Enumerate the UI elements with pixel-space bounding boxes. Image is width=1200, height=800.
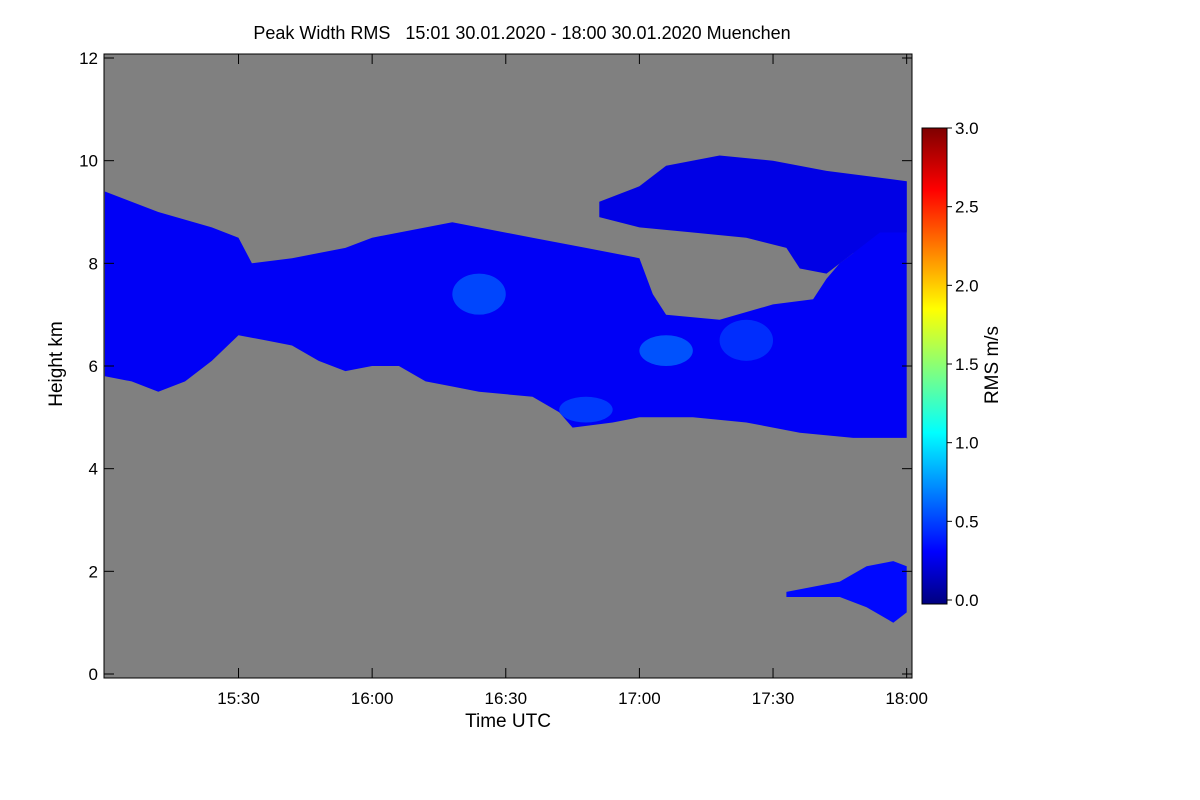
y-tick-label: 8 — [89, 254, 98, 273]
x-tick-label: 16:00 — [351, 689, 394, 708]
y-tick-label: 2 — [89, 562, 98, 581]
x-tick-label: 17:30 — [752, 689, 795, 708]
colorbar-label: RMS m/s — [982, 326, 1003, 404]
x-tick-label: 16:30 — [484, 689, 527, 708]
y-tick-label: 4 — [89, 460, 98, 479]
colorbar-tick-label: 3.0 — [955, 119, 979, 138]
y-axis: 0 2 4 6 8 10 12 — [79, 49, 912, 684]
y-axis-label: Height km — [46, 321, 67, 407]
main-cloud-layer — [104, 181, 907, 438]
y-tick-label: 6 — [89, 357, 98, 376]
colorbar-tick-label: 0.0 — [955, 591, 979, 610]
colorbar — [921, 127, 948, 605]
boundary-layer-echo — [786, 561, 907, 623]
x-tick-label: 17:00 — [618, 689, 661, 708]
colorbar-tick-label: 1.0 — [955, 434, 979, 453]
enhanced-patch-4 — [719, 319, 774, 361]
upper-cloud-layer — [599, 155, 907, 274]
enhanced-patch-3 — [559, 396, 613, 423]
y-tick-label: 10 — [79, 152, 98, 171]
x-tick-label: 15:30 — [217, 689, 260, 708]
y-tick-label: 12 — [79, 49, 98, 68]
colorbar-axis: 0.0 0.5 1.0 1.5 2.0 2.5 3.0 — [947, 119, 979, 610]
data-layer — [104, 155, 907, 623]
enhanced-patch-2 — [639, 335, 693, 366]
chart-title: Peak Width RMS 15:01 30.01.2020 - 18:00 … — [253, 23, 790, 43]
x-axis: 15:30 16:00 16:30 17:00 17:30 18:00 — [217, 54, 928, 708]
colorbar-tick-label: 1.5 — [955, 355, 979, 374]
y-tick-label: 0 — [89, 665, 98, 684]
x-tick-label: 18:00 — [885, 689, 928, 708]
x-axis-label: Time UTC — [465, 711, 551, 732]
colorbar-tick-label: 2.5 — [955, 198, 979, 217]
colorbar-tick-label: 2.0 — [955, 276, 979, 295]
colorbar-tick-label: 0.5 — [955, 512, 979, 531]
enhanced-patch-1 — [452, 273, 506, 315]
